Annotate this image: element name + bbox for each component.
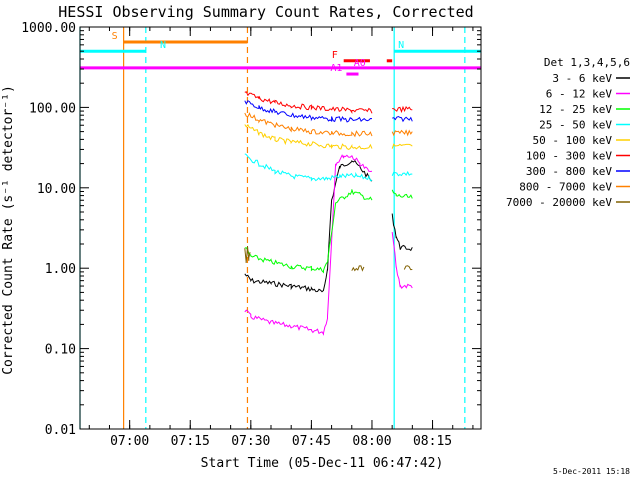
series-line xyxy=(391,170,413,177)
x-tick-label: 08:00 xyxy=(352,434,391,449)
legend-label: 6 - 12 keV xyxy=(546,88,613,101)
y-axis-label: Corrected Count Rate (s⁻¹ detector⁻¹) xyxy=(1,85,16,375)
timestamp: 5-Dec-2011 15:18 xyxy=(553,467,630,476)
x-tick-label: 07:30 xyxy=(231,434,270,449)
flag-label: N xyxy=(160,40,166,51)
vertical-markers xyxy=(79,27,466,429)
series-line xyxy=(391,189,413,199)
y-tick-label: 0.10 xyxy=(45,343,76,358)
series-line xyxy=(391,143,413,149)
legend-label: 25 - 50 keV xyxy=(539,119,612,132)
legend-label: 3 - 6 keV xyxy=(552,72,612,85)
series-line xyxy=(392,105,413,114)
x-axis-label: Start Time (05-Dec-11 06:47:42) xyxy=(201,456,444,471)
legend-label: 7000 - 20000 keV xyxy=(506,196,612,209)
series-line xyxy=(244,112,373,138)
series-line xyxy=(403,265,413,271)
legend-title: Det 1,3,4,5,6 xyxy=(544,56,630,69)
legend-label: 12 - 25 keV xyxy=(539,103,612,116)
flag-label: A1 xyxy=(330,63,342,74)
series-line xyxy=(244,91,373,114)
x-tick-label: 07:15 xyxy=(171,434,210,449)
chart-title: HESSI Observing Summary Count Rates, Cor… xyxy=(58,3,473,21)
y-tick-label: 1000.00 xyxy=(21,21,76,36)
flag-label: N xyxy=(398,40,404,51)
series-line xyxy=(391,232,413,289)
series-line xyxy=(351,265,365,272)
y-tick-label: 100.00 xyxy=(29,101,76,116)
series-line xyxy=(244,124,373,150)
series-line xyxy=(244,153,373,182)
x-tick-label: 07:45 xyxy=(292,434,331,449)
legend-label: 800 - 7000 keV xyxy=(519,181,612,194)
legend-label: 100 - 300 keV xyxy=(526,150,612,163)
flag-bars: S N N F A0 A1 xyxy=(80,31,481,76)
axes: 0.01 0.10 1.00 10.00 100.00 1000.00 07:00 07:15… xyxy=(21,21,482,449)
legend-label: 50 - 100 keV xyxy=(533,134,613,147)
y-tick-label: 1.00 xyxy=(45,262,76,277)
y-tick-label: 0.01 xyxy=(45,423,76,438)
x-tick-label: 08:15 xyxy=(413,434,452,449)
legend: 3 - 6 keV 6 - 12 keV 12 - 25 keV 25 - 50 ke… xyxy=(506,72,630,209)
series-line xyxy=(392,115,413,123)
y-tick-label: 10.00 xyxy=(37,182,76,197)
x-tick-label: 07:00 xyxy=(110,434,149,449)
series-line xyxy=(244,189,373,274)
legend-label: 300 - 800 keV xyxy=(526,165,612,178)
flag-label: S xyxy=(112,31,118,42)
series-lines xyxy=(244,91,413,336)
series-line xyxy=(244,245,251,263)
flag-label: F xyxy=(332,50,338,61)
series-line xyxy=(244,154,373,336)
plot-frame xyxy=(79,26,482,430)
flag-label: A0 xyxy=(354,58,366,69)
series-line xyxy=(391,129,413,137)
series-line xyxy=(244,159,373,293)
series-line xyxy=(391,213,413,252)
series-line xyxy=(244,100,373,123)
